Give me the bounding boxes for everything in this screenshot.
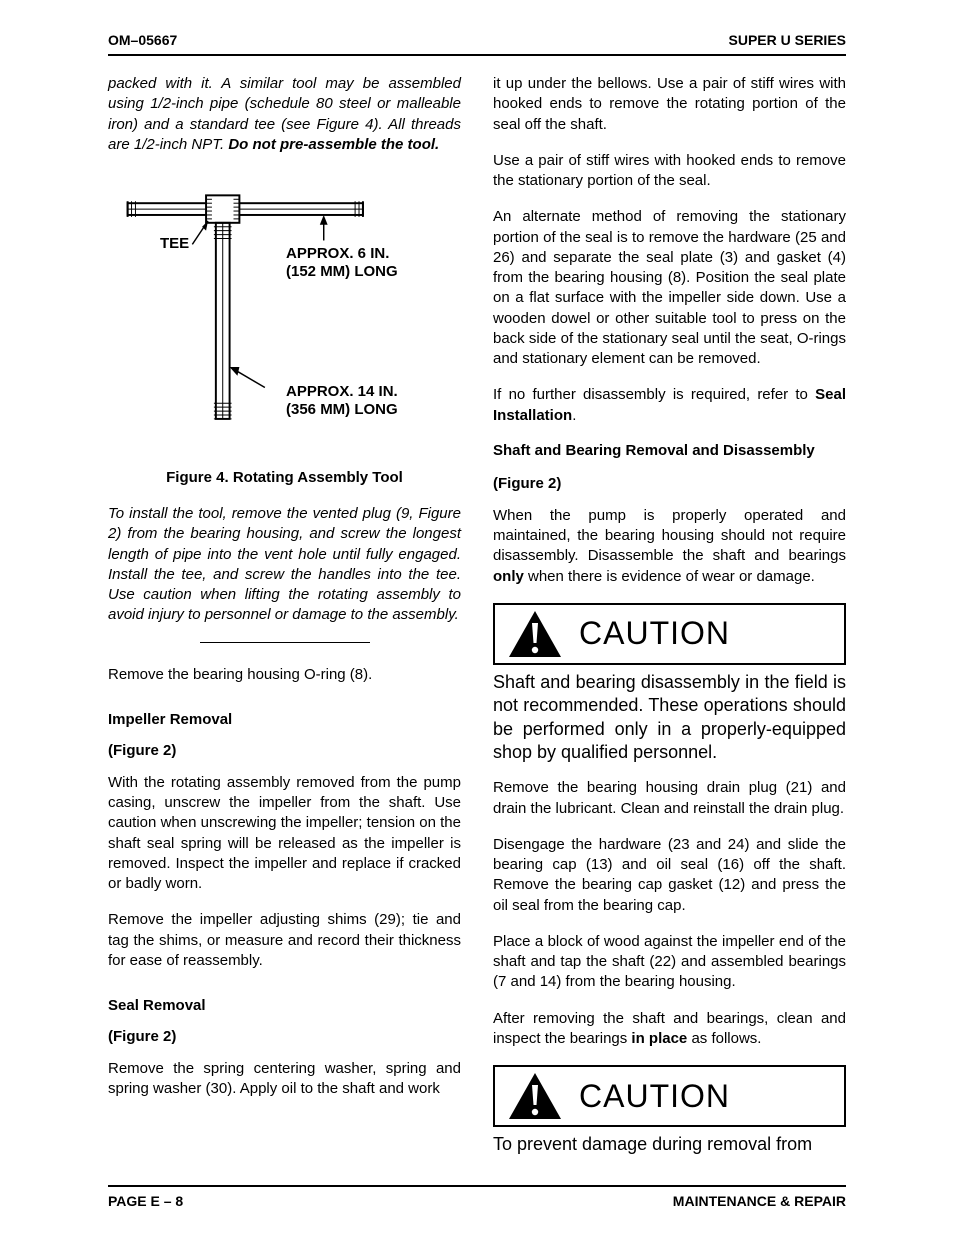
install-instructions: To install the tool, remove the vented p… [108,504,461,626]
column-left: packed with it. A similar tool may be as… [108,74,461,1156]
r-p4: If no further disassembly is required, r… [493,385,846,426]
r-p8: After removing the shaft and bearings, c… [493,1009,846,1050]
caution-box-2: CAUTION [493,1065,846,1127]
figure-tee-label: TEE [160,235,189,252]
r-p1: it up under the bellows. Use a pair of s… [493,74,846,135]
caution-label-2: CAUTION [579,1078,730,1115]
caution-label-1: CAUTION [579,615,730,652]
caution-box-1: CAUTION [493,603,846,665]
r-p3: An alternate method of removing the stat… [493,207,846,369]
header-left: OM–05667 [108,32,177,48]
header-right: SUPER U SERIES [729,32,846,48]
r-p2: Use a pair of stiff wires with hooked en… [493,151,846,192]
warning-triangle-icon [509,611,561,657]
shaft-heading: Shaft and Bearing Removal and Disassembl… [493,442,846,459]
r-p7: Place a block of wood against the impell… [493,932,846,993]
seal-removal-heading: Seal Removal [108,997,461,1014]
footer-right: MAINTENANCE & REPAIR [673,1193,846,1209]
shaft-p1: When the pump is properly operated and m… [493,506,846,587]
page-header: OM–05667 SUPER U SERIES [108,32,846,56]
r-p5: Remove the bearing housing drain plug (2… [493,778,846,819]
seal-p1: Remove the spring centering washer, spri… [108,1059,461,1100]
intro-warning: Do not pre-assemble the tool. [228,136,439,153]
impeller-figure-ref: (Figure 2) [108,742,461,759]
caution-1-text: Shaft and bearing disassembly in the fie… [493,671,846,765]
intro-paragraph: packed with it. A similar tool may be as… [108,74,461,155]
shaft-figure-ref: (Figure 2) [493,475,846,492]
page-footer: PAGE E – 8 MAINTENANCE & REPAIR [108,1185,846,1209]
column-right: it up under the bellows. Use a pair of s… [493,74,846,1156]
seal-figure-ref: (Figure 2) [108,1028,461,1045]
impeller-p2: Remove the impeller adjusting shims (29)… [108,910,461,971]
r-p6: Disengage the hardware (23 and 24) and s… [493,835,846,916]
footer-left: PAGE E – 8 [108,1193,183,1209]
impeller-removal-heading: Impeller Removal [108,711,461,728]
warning-triangle-icon [509,1073,561,1119]
impeller-p1: With the rotating assembly removed from … [108,773,461,895]
figure-4-caption: Figure 4. Rotating Assembly Tool [108,469,461,486]
figure-4-diagram: TEE APPROX. 6 IN.(152 MM) LONG APPROX. 1… [108,179,461,449]
oring-removal-text: Remove the bearing housing O-ring (8). [108,665,461,685]
figure-dim-6in: APPROX. 6 IN.(152 MM) LONG [286,245,398,281]
content-columns: packed with it. A similar tool may be as… [108,74,846,1156]
caution-2-text: To prevent damage during removal from [493,1133,846,1156]
figure-dim-14in: APPROX. 14 IN.(356 MM) LONG [286,383,398,419]
section-divider [200,642,370,643]
